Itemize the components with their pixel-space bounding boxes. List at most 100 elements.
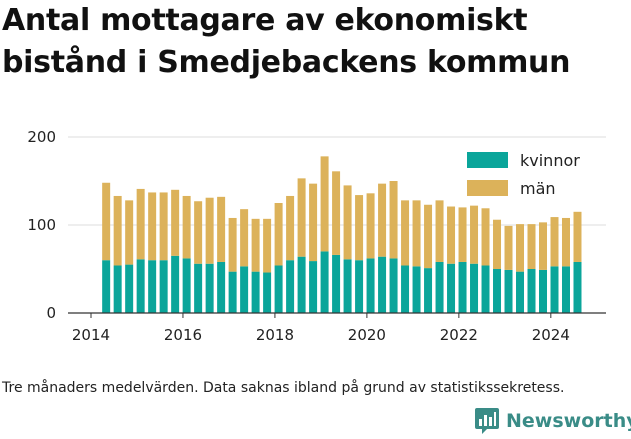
bar-kvinnor-40 <box>561 266 570 313</box>
x-tick-label-1: 2016 <box>164 326 202 344</box>
bar-män-27 <box>412 200 421 267</box>
bar-chart-logo-icon <box>475 408 499 434</box>
bar-kvinnor-8 <box>194 263 203 313</box>
x-tick-label-2: 2018 <box>256 326 294 344</box>
bar-kvinnor-31 <box>458 261 467 313</box>
bar-män-9 <box>205 197 214 264</box>
bar-kvinnor-25 <box>389 258 398 313</box>
bar-kvinnor-4 <box>148 260 157 313</box>
bar-kvinnor-29 <box>435 261 444 313</box>
bar-män-28 <box>424 204 433 269</box>
axes: 0 100 200 2014 2016 2018 2020 2022 2024 <box>27 128 606 344</box>
bar-kvinnor-19 <box>320 251 329 313</box>
bar-män-19 <box>320 156 329 252</box>
bar-män-30 <box>447 206 456 264</box>
stacked-bar-chart: 0 100 200 2014 2016 2018 2020 2022 2024 kvinnor … <box>27 128 606 344</box>
bar-män-2 <box>125 200 134 265</box>
bar-män-35 <box>504 225 513 270</box>
bar-kvinnor-33 <box>481 265 490 313</box>
bar-män-34 <box>493 219 502 269</box>
brand-logo[interactable]: Newsworthy <box>474 406 631 436</box>
bar-kvinnor-28 <box>424 268 433 313</box>
bar-kvinnor-39 <box>550 266 559 313</box>
bar-män-0 <box>102 182 111 261</box>
bar-män-25 <box>389 181 398 259</box>
bar-män-32 <box>470 205 479 264</box>
bar-män-5 <box>159 192 168 261</box>
bar-kvinnor-32 <box>470 263 479 313</box>
bar-kvinnor-23 <box>366 258 375 313</box>
bar-män-18 <box>309 183 318 262</box>
bar-kvinnor-11 <box>228 271 237 313</box>
x-tick-label-4: 2022 <box>440 326 478 344</box>
bar-kvinnor-2 <box>125 264 134 313</box>
bar-män-4 <box>148 192 157 261</box>
bar-kvinnor-26 <box>401 265 410 313</box>
bar-män-33 <box>481 208 490 266</box>
bar-män-36 <box>516 224 525 272</box>
bar-kvinnor-5 <box>159 260 168 313</box>
bar-kvinnor-36 <box>516 271 525 313</box>
x-tick-label-5: 2024 <box>532 326 570 344</box>
bar-kvinnor-30 <box>447 263 456 313</box>
bar-kvinnor-13 <box>251 271 260 313</box>
bar-män-17 <box>297 178 306 257</box>
bar-kvinnor-35 <box>504 269 513 313</box>
legend-swatch-man <box>467 180 508 196</box>
x-tick-label-0: 2014 <box>72 326 110 344</box>
bar-kvinnor-27 <box>412 266 421 313</box>
bar-kvinnor-16 <box>286 260 295 313</box>
bar-kvinnor-38 <box>539 269 548 313</box>
y-tick-label-1: 100 <box>27 216 56 234</box>
bar-män-37 <box>527 224 536 269</box>
bar-män-8 <box>194 201 203 264</box>
bar-män-40 <box>561 217 570 267</box>
bar-series <box>102 156 582 313</box>
bar-män-23 <box>366 193 375 259</box>
legend-label-kvinnor: kvinnor <box>520 151 580 170</box>
bar-män-16 <box>286 195 295 261</box>
bar-kvinnor-37 <box>527 269 536 313</box>
legend: kvinnor män <box>467 151 580 198</box>
bar-kvinnor-14 <box>263 272 272 313</box>
legend-label-man: män <box>520 179 556 198</box>
bar-kvinnor-41 <box>573 261 582 313</box>
bar-män-26 <box>401 200 410 266</box>
bar-män-6 <box>171 189 180 256</box>
bar-kvinnor-18 <box>309 261 318 313</box>
bar-män-13 <box>251 218 260 272</box>
bar-män-38 <box>539 222 548 270</box>
bar-kvinnor-21 <box>343 259 352 313</box>
bar-män-11 <box>228 217 237 272</box>
x-tick-label-3: 2020 <box>348 326 386 344</box>
bar-män-1 <box>113 195 122 266</box>
bar-män-24 <box>378 183 387 257</box>
y-tick-label-0: 0 <box>46 304 56 322</box>
bar-män-20 <box>332 171 341 255</box>
bar-kvinnor-20 <box>332 254 341 313</box>
bar-män-3 <box>136 188 145 260</box>
bar-kvinnor-15 <box>274 265 283 313</box>
bar-män-12 <box>240 209 249 267</box>
legend-swatch-kvinnor <box>467 152 508 168</box>
bar-män-10 <box>217 196 226 262</box>
chart-caption: Tre månaders medelvärden. Data saknas ib… <box>2 380 565 396</box>
bar-kvinnor-7 <box>182 258 191 313</box>
bar-män-41 <box>573 211 582 262</box>
bar-kvinnor-12 <box>240 266 249 313</box>
bar-män-29 <box>435 200 444 262</box>
chart-title: Antal mottagare av ekonomiskt bistånd i … <box>2 3 571 80</box>
bar-kvinnor-1 <box>113 265 122 313</box>
bar-män-31 <box>458 207 467 262</box>
bar-kvinnor-0 <box>102 260 111 313</box>
bar-män-14 <box>263 218 272 273</box>
bar-män-22 <box>355 195 364 261</box>
bar-kvinnor-3 <box>136 259 145 313</box>
bar-män-21 <box>343 185 352 260</box>
bar-män-39 <box>550 217 559 267</box>
brand-name: Newsworthy <box>506 410 631 432</box>
bar-män-15 <box>274 203 283 266</box>
bar-kvinnor-10 <box>217 261 226 313</box>
bar-kvinnor-9 <box>205 263 214 313</box>
bar-kvinnor-17 <box>297 256 306 313</box>
